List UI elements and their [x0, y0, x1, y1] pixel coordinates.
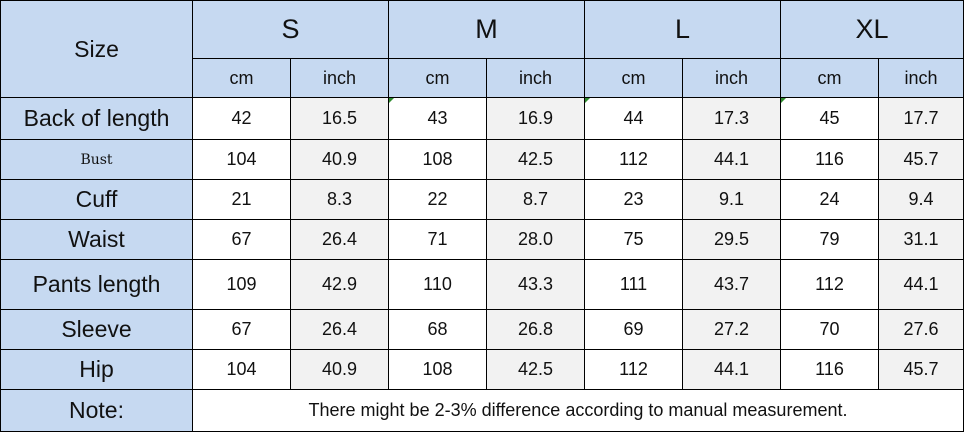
- table-cell: 75: [584, 219, 684, 260]
- row-label-waist: Waist: [0, 219, 193, 260]
- table-cell: 26.4: [289, 309, 390, 350]
- table-cell: 43: [388, 97, 488, 140]
- table-row: Waist 67 26.4 71 28.0 75 29.5 79 31.1: [0, 219, 964, 260]
- table-cell: 112: [780, 259, 880, 310]
- table-cell: 22: [388, 179, 488, 220]
- table-cell: 45.7: [878, 349, 964, 390]
- row-label-sleeve: Sleeve: [0, 309, 193, 350]
- table-cell: 44.1: [878, 259, 964, 310]
- table-cell: 9.1: [682, 179, 782, 220]
- note-text: There might be 2-3% difference according…: [191, 389, 964, 432]
- table-cell: 116: [780, 349, 880, 390]
- table-cell: 42.5: [486, 349, 586, 390]
- table-cell: 16.5: [289, 97, 390, 140]
- table-cell: 16.9: [486, 97, 586, 140]
- table-cell: 9.4: [878, 179, 964, 220]
- table-row: Back of length 42 16.5 43 16.9 44 17.3 4…: [0, 97, 964, 140]
- size-l-header: L: [584, 0, 782, 59]
- unit-header-cm: cm: [192, 58, 291, 98]
- size-header-row: Size S M L XL: [0, 0, 964, 98]
- table-cell: 40.9: [289, 139, 390, 180]
- unit-header-cm: cm: [584, 58, 684, 98]
- table-cell: 31.1: [878, 219, 964, 260]
- table-cell: 112: [584, 349, 684, 390]
- row-label-pants-length: Pants length: [0, 259, 193, 310]
- table-cell: 26.4: [289, 219, 390, 260]
- size-s-header: S: [191, 0, 390, 59]
- table-cell: 17.7: [878, 97, 964, 140]
- table-cell: 70: [780, 309, 880, 350]
- table-cell: 45: [780, 97, 880, 140]
- table-cell: 24: [780, 179, 880, 220]
- table-cell: 40.9: [289, 349, 390, 390]
- row-label-cuff: Cuff: [0, 179, 193, 220]
- unit-header-inch: inch: [289, 58, 390, 98]
- table-cell: 45.7: [878, 139, 964, 180]
- table-cell: 112: [584, 139, 684, 180]
- table-cell: 108: [388, 139, 488, 180]
- table-cell: 17.3: [682, 97, 782, 140]
- table-cell: 104: [192, 139, 291, 180]
- table-cell: 79: [780, 219, 880, 260]
- row-label-hip: Hip: [0, 349, 193, 390]
- table-cell: 21: [192, 179, 291, 220]
- table-cell: 67: [192, 219, 291, 260]
- unit-header-inch: inch: [486, 58, 586, 98]
- size-header-cell: Size: [0, 0, 193, 98]
- table-cell: 108: [388, 349, 488, 390]
- table-cell: 43.7: [682, 259, 782, 310]
- row-label-bust: Bust: [0, 139, 193, 180]
- table-cell: 104: [192, 349, 291, 390]
- unit-header-row: cm inch cm inch cm inch cm inch: [1, 58, 964, 98]
- table-cell: 116: [780, 139, 880, 180]
- note-row: Note: There might be 2-3% difference acc…: [0, 389, 964, 432]
- table-cell: 27.2: [682, 309, 782, 350]
- table-row: Sleeve 67 26.4 68 26.8 69 27.2 70 27.6: [0, 309, 964, 350]
- unit-header-inch: inch: [682, 58, 782, 98]
- table-cell: 42.9: [289, 259, 390, 310]
- table-cell: 26.8: [486, 309, 586, 350]
- note-label: Note:: [0, 389, 193, 432]
- table-cell: 44: [584, 97, 684, 140]
- table-cell: 68: [388, 309, 488, 350]
- table-cell: 67: [192, 309, 291, 350]
- table-cell: 71: [388, 219, 488, 260]
- table-cell: 109: [192, 259, 291, 310]
- table-cell: 42: [192, 97, 291, 140]
- table-cell: 23: [584, 179, 684, 220]
- table-cell: 110: [388, 259, 488, 310]
- table-cell: 29.5: [682, 219, 782, 260]
- unit-header-cm: cm: [780, 58, 880, 98]
- table-cell: 8.3: [289, 179, 390, 220]
- size-xl-header: XL: [780, 0, 964, 59]
- table-row: Bust 104 40.9 108 42.5 112 44.1 116 45.7: [0, 139, 964, 180]
- table-cell: 44.1: [682, 139, 782, 180]
- table-cell: 43.3: [486, 259, 586, 310]
- table-cell: 28.0: [486, 219, 586, 260]
- unit-header-cm: cm: [388, 58, 488, 98]
- table-cell: 44.1: [682, 349, 782, 390]
- table-cell: 111: [584, 259, 684, 310]
- table-cell: 8.7: [486, 179, 586, 220]
- table-row: Pants length 109 42.9 110 43.3 111 43.7 …: [0, 259, 964, 310]
- table-cell: 69: [584, 309, 684, 350]
- table-row: Hip 104 40.9 108 42.5 112 44.1 116 45.7: [0, 349, 964, 390]
- table-cell: 27.6: [878, 309, 964, 350]
- unit-header-inch: inch: [878, 58, 964, 98]
- row-label-back-of-length: Back of length: [0, 97, 193, 140]
- size-m-header: M: [388, 0, 586, 59]
- table-cell: 42.5: [486, 139, 586, 180]
- table-row: Cuff 21 8.3 22 8.7 23 9.1 24 9.4: [0, 179, 964, 220]
